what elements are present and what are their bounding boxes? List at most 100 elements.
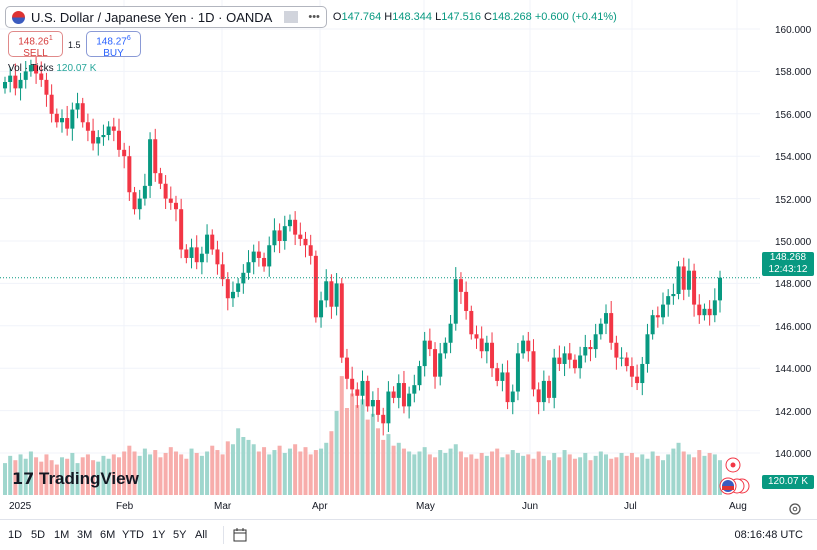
volume-bar <box>262 447 267 495</box>
volume-bar <box>225 441 230 495</box>
volume-bar <box>246 439 251 495</box>
volume-bar <box>609 458 614 495</box>
candle-body <box>401 383 406 407</box>
volume-bar <box>319 448 324 495</box>
go-to-date-calendar-icon[interactable] <box>232 527 248 543</box>
volume-bar <box>106 458 111 495</box>
candle-body <box>681 266 686 290</box>
volume-bar <box>350 393 355 495</box>
volume-bar <box>541 455 546 495</box>
candle-body <box>34 65 39 74</box>
candle-body <box>116 130 121 150</box>
volume-bar <box>189 448 194 495</box>
volume-bar <box>168 447 173 495</box>
buy-button[interactable]: 148.276 BUY <box>86 31 141 59</box>
volume-bar <box>303 447 308 495</box>
candle-body <box>319 300 324 318</box>
range-button-ytd[interactable]: YTD <box>122 529 144 541</box>
volume-bar <box>536 451 541 495</box>
candle-body <box>54 113 59 123</box>
candle-body <box>111 126 116 131</box>
symbol-header[interactable]: U.S. Dollar / Japanese Yen · 1D · OANDA … <box>5 6 327 28</box>
volume-bar <box>479 452 484 495</box>
candle-body <box>562 353 567 364</box>
candle-body <box>225 279 230 299</box>
volume-bar <box>251 444 256 495</box>
candle-body <box>122 149 127 157</box>
range-button-1y[interactable]: 1Y <box>152 529 166 541</box>
candle-body <box>474 334 479 339</box>
volume-bar <box>598 451 603 495</box>
usd-jpy-flag-icon <box>12 10 25 24</box>
volume-bar <box>75 463 80 495</box>
candle-body <box>381 414 386 424</box>
more-options-icon[interactable]: ••• <box>308 11 320 23</box>
volume-bar <box>655 455 660 495</box>
range-button-1d[interactable]: 1D <box>8 529 23 541</box>
candle-body <box>505 372 510 403</box>
range-button-5y[interactable]: 5Y <box>173 529 187 541</box>
volume-bar <box>718 460 722 495</box>
volume-bar <box>241 437 246 495</box>
candle-body <box>80 103 85 123</box>
candle-body <box>609 313 614 343</box>
range-button-1m[interactable]: 1M <box>54 529 70 541</box>
settings-gear-icon[interactable] <box>788 502 802 516</box>
candle-body <box>531 351 536 390</box>
time-axis-label: Feb <box>116 501 134 512</box>
volume-bar <box>70 452 75 495</box>
candle-body <box>536 389 541 403</box>
volume-bar <box>194 452 199 495</box>
candle-body <box>712 300 717 316</box>
volume-bar <box>370 413 375 495</box>
candle-body <box>220 264 225 280</box>
candle-body <box>355 389 360 396</box>
volume-bar <box>593 455 598 495</box>
volume-bar <box>101 455 106 495</box>
volume-bar <box>267 454 272 495</box>
candle-body <box>484 342 489 352</box>
economic-events-icon[interactable] <box>716 456 752 496</box>
volume-bar <box>412 454 417 495</box>
volume-bar <box>277 445 282 495</box>
time-axis-label: Aug <box>729 501 747 512</box>
volume-bar <box>401 448 406 495</box>
candle-body <box>598 323 603 335</box>
volume-bar <box>686 454 691 495</box>
candle-body <box>39 73 44 80</box>
volume-bar <box>557 457 562 495</box>
candle-body <box>298 234 303 239</box>
range-button-all[interactable]: All <box>195 529 208 541</box>
price-axis-label: 140.000 <box>775 449 812 460</box>
candle-body <box>676 266 681 294</box>
volume-bar <box>85 454 90 495</box>
volume-bar <box>681 451 686 495</box>
candle-body <box>655 315 660 318</box>
candle-body <box>85 122 90 131</box>
volume-bar <box>293 444 298 495</box>
volume-bar <box>635 457 640 495</box>
sell-button[interactable]: 148.261 SELL <box>8 31 63 59</box>
current-volume-badge: 120.07 K <box>762 475 814 489</box>
tradingview-logo: 𝟭𝟳 TradingView <box>12 469 139 488</box>
range-button-3m[interactable]: 3M <box>77 529 93 541</box>
volume-bar <box>422 447 427 495</box>
candle-body <box>619 357 624 359</box>
clock-utc[interactable]: 08:16:48 UTC <box>734 529 803 541</box>
volume-bar <box>702 455 707 495</box>
candle-body <box>707 308 712 316</box>
volume-bar <box>272 450 277 495</box>
price-chart[interactable] <box>0 0 817 519</box>
candle-body <box>666 296 671 305</box>
candle-body <box>168 198 173 203</box>
volume-bar <box>583 452 588 495</box>
range-button-5d[interactable]: 5D <box>31 529 46 541</box>
volume-bar <box>650 451 655 495</box>
volume-bar <box>137 455 142 495</box>
volume-bar <box>427 454 432 495</box>
candle-body <box>272 230 277 246</box>
candle-body <box>438 353 443 377</box>
range-button-6m[interactable]: 6M <box>100 529 116 541</box>
volume-bar <box>531 458 536 495</box>
candle-body <box>282 226 287 241</box>
